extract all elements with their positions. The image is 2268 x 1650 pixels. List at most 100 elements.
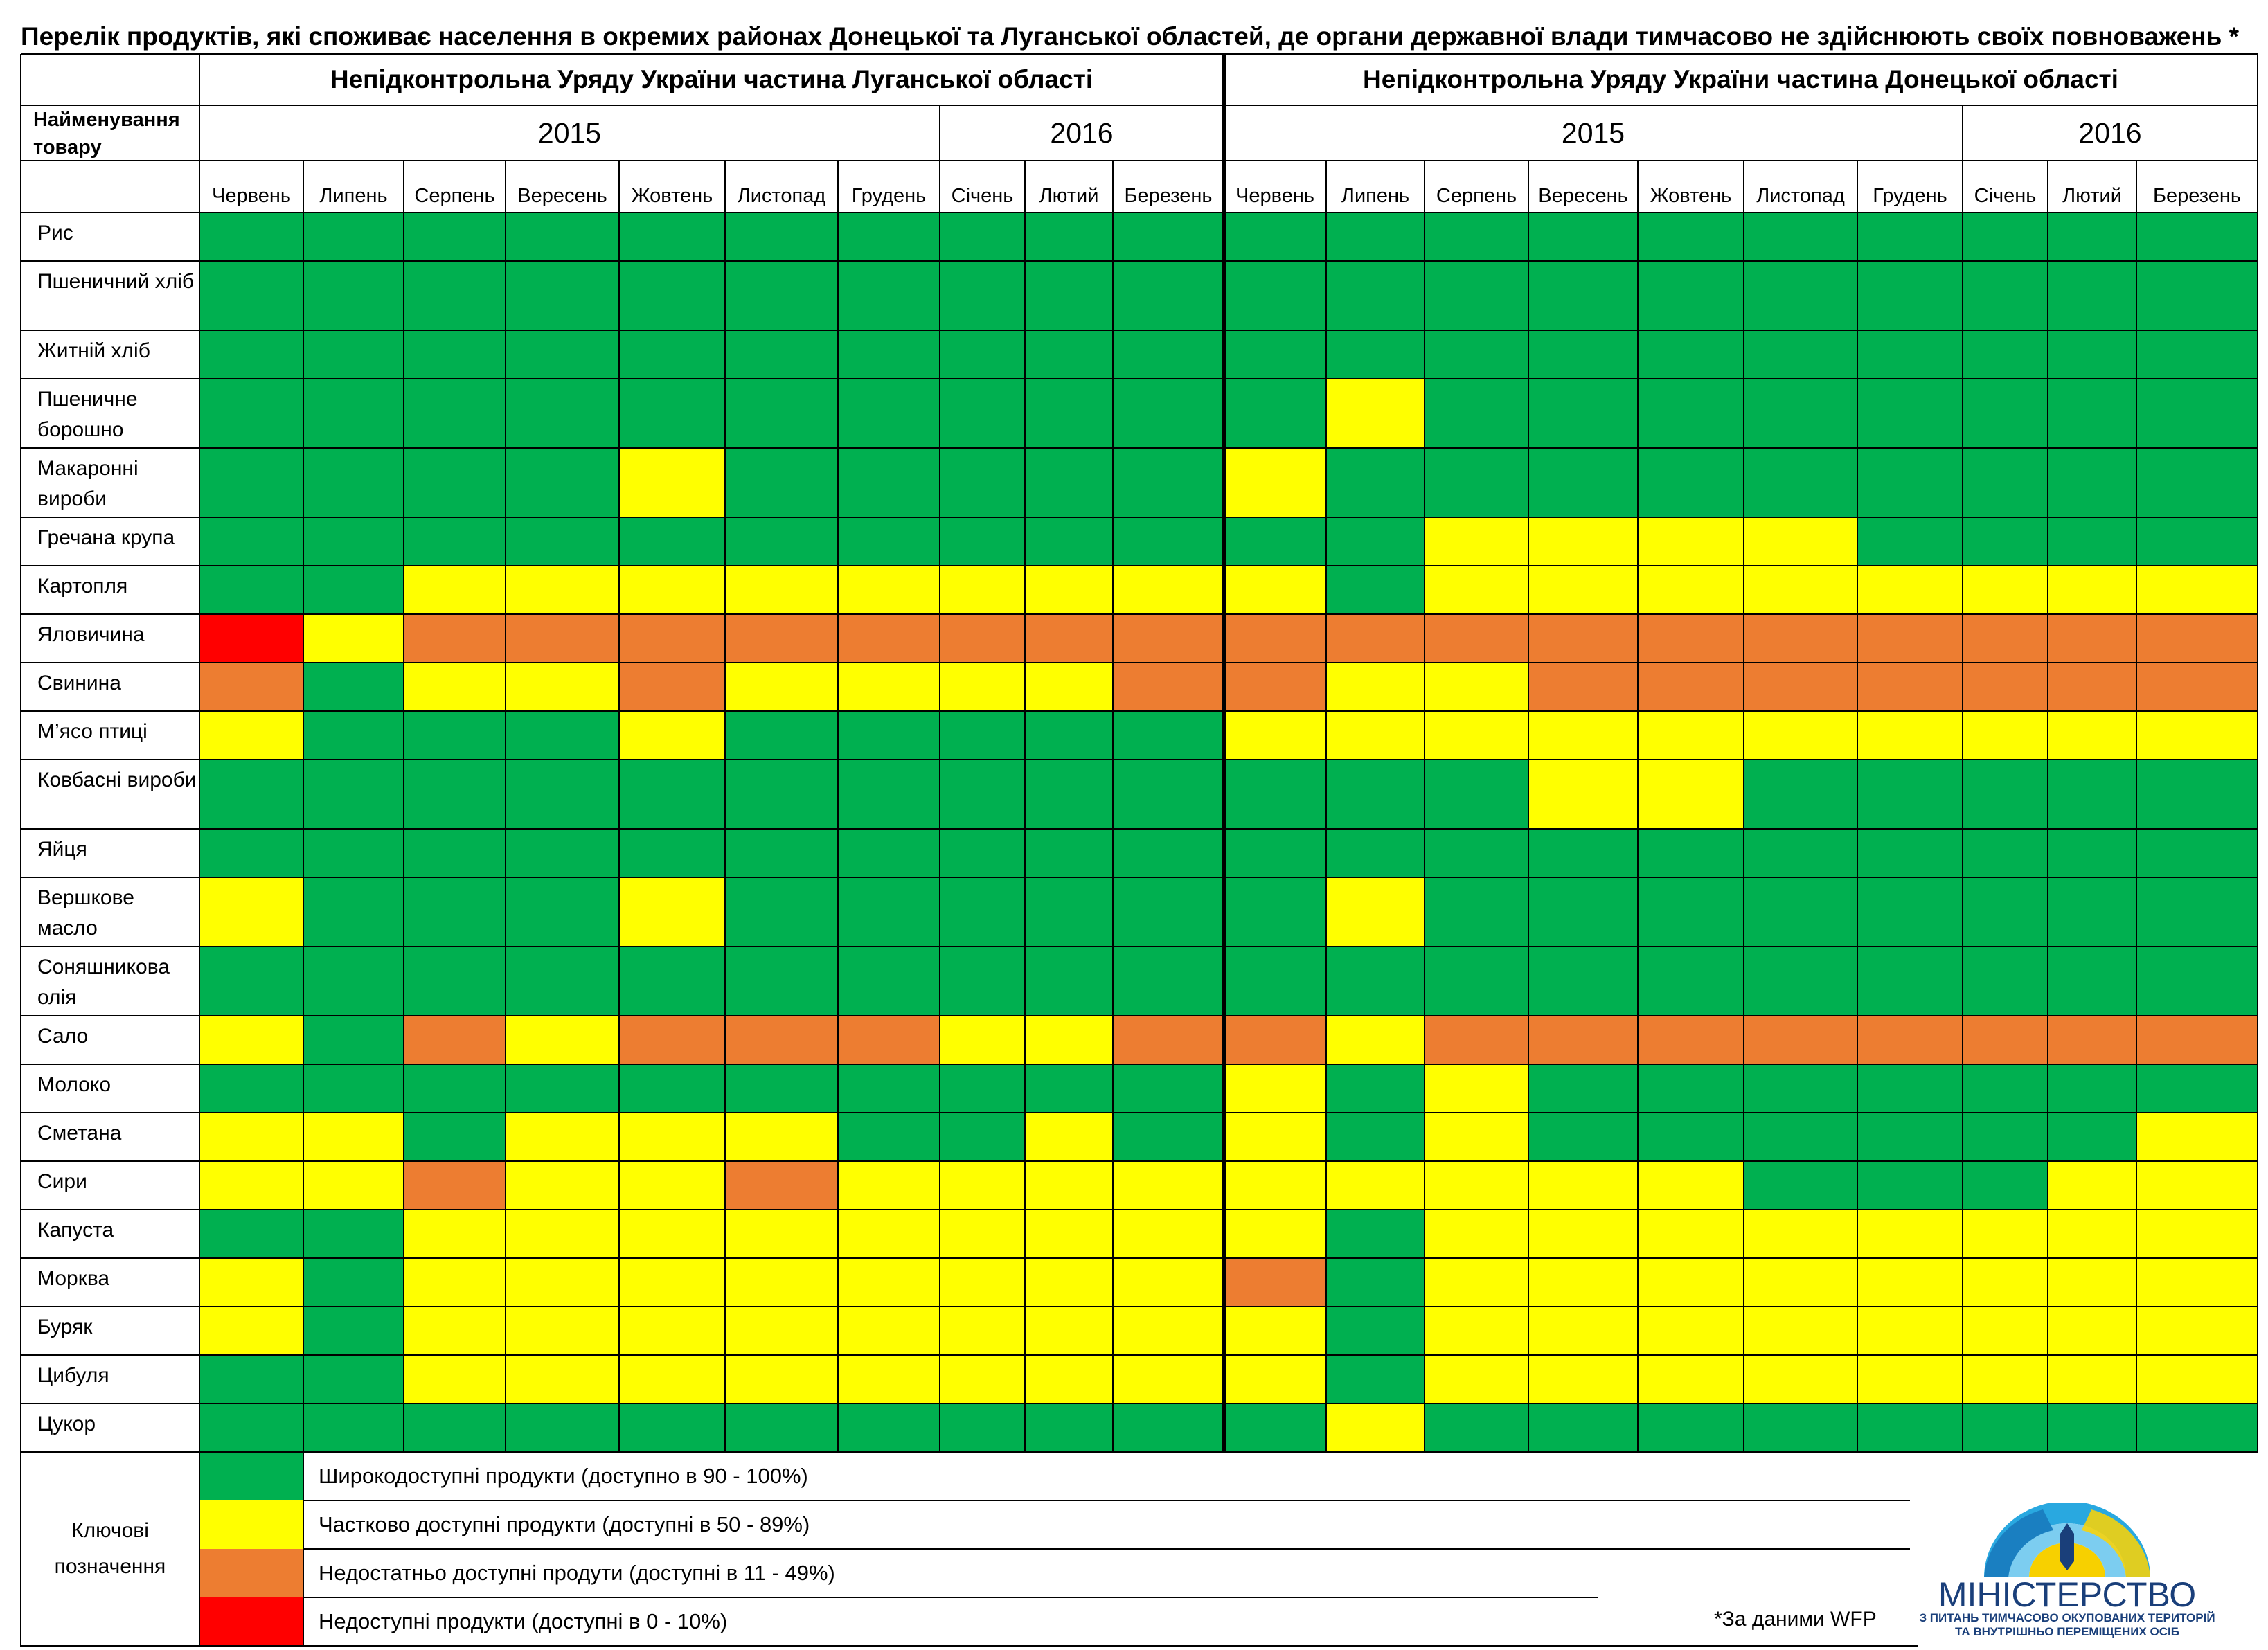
heatmap-cell [1528,663,1638,711]
year-header: 2015 [1561,116,1625,149]
heatmap-cell [404,566,506,614]
month-header: Серпень [414,185,495,207]
heatmap-cell [404,261,506,330]
heatmap-cell [1744,1355,1857,1404]
product-label: Цибуля [37,1364,109,1387]
heatmap-cell [404,614,506,663]
heatmap-cell [619,1161,725,1210]
heatmap-cell [506,1404,619,1452]
heatmap-cell [506,663,619,711]
heatmap-cell [1528,760,1638,829]
heatmap-cell [1857,448,1963,517]
heatmap-cell [2136,517,2258,566]
grid-line [2257,54,2258,1452]
heatmap-cell [2136,1355,2258,1404]
heatmap-cell [1857,566,1963,614]
heatmap-cell [1224,1307,1326,1355]
heatmap-cell [2048,261,2136,330]
heatmap-cell [1025,261,1113,330]
grid-line [21,1209,2258,1210]
grid-line [21,378,2258,379]
heatmap-cell [619,1307,725,1355]
heatmap-cell [1857,1064,1963,1113]
month-header: Липень [319,185,388,207]
heatmap-cell [199,1355,303,1404]
heatmap-cell [838,947,940,1016]
heatmap-cell [2136,448,2258,517]
heatmap-cell [1744,330,1857,379]
heatmap-cell [1744,261,1857,330]
heatmap-cell [1857,213,1963,261]
heatmap-cell [1963,1307,2048,1355]
grid-line [21,1160,2258,1162]
heatmap-cell [940,566,1025,614]
heatmap-cell [619,760,725,829]
heatmap-cell [1025,1113,1113,1161]
product-label: Сметана [37,1122,122,1145]
heatmap-cell [2136,829,2258,877]
heatmap-cell [1857,829,1963,877]
heatmap-cell [303,213,404,261]
month-header: Січень [951,185,1014,207]
heatmap-cell [1326,261,1425,330]
grid-line [21,1354,2258,1356]
heatmap-cell [1638,213,1744,261]
heatmap-cell [1113,517,1224,566]
heatmap-cell [2048,330,2136,379]
heatmap-cell [1224,1355,1326,1404]
heatmap-cell [506,1064,619,1113]
heatmap-cell [1326,760,1425,829]
heatmap-cell [1528,1113,1638,1161]
heatmap-cell [1638,1307,1744,1355]
legend-swatch [199,1549,303,1597]
heatmap-cell [2048,1113,2136,1161]
heatmap-cell [506,517,619,566]
heatmap-cell [1326,877,1425,947]
heatmap-cell [1326,1064,1425,1113]
heatmap-cell [1963,1016,2048,1064]
heatmap-cell [1744,1161,1857,1210]
heatmap-cell [1025,566,1113,614]
grid-line [1325,161,1327,1452]
heatmap-cell [1638,1113,1744,1161]
grid-line [21,828,2258,830]
heatmap-cell [838,517,940,566]
heatmap-cell [506,330,619,379]
heatmap-cell [303,1113,404,1161]
heatmap-cell [940,1161,1025,1210]
heatmap-cell [1857,711,1963,760]
heatmap-cell [303,1404,404,1452]
heatmap-cell [303,614,404,663]
heatmap-cell [2136,947,2258,1016]
heatmap-cell [1224,947,1326,1016]
heatmap-cell [1025,1307,1113,1355]
grid-line [20,54,21,1647]
heatmap-cell [1326,1258,1425,1307]
logo-name: МІНІСТЕРСТВО [1938,1575,2196,1614]
heatmap-cell [1425,517,1528,566]
heatmap-cell [619,947,725,1016]
heatmap-cell [619,1258,725,1307]
heatmap-cell [940,1016,1025,1064]
heatmap-cell [404,1016,506,1064]
product-label: Пшеничне борошно [37,388,138,441]
heatmap-cell [1326,1016,1425,1064]
heatmap-cell [1425,1355,1528,1404]
heatmap-cell [1224,877,1326,947]
heatmap-cell [2136,1064,2258,1113]
heatmap-cell [199,213,303,261]
heatmap-cell [838,566,940,614]
heatmap-cell [1113,1161,1224,1210]
heatmap-cell [1528,1307,1638,1355]
product-label: Гречана крупа [37,526,175,549]
heatmap-cell [1638,1404,1744,1452]
heatmap-cell [1113,829,1224,877]
month-header: Червень [212,185,291,207]
heatmap-cell [1224,566,1326,614]
heatmap-cell [1744,1307,1857,1355]
heatmap-cell [506,1210,619,1258]
heatmap-cell [1638,261,1744,330]
grid-line [21,212,2258,213]
heatmap-cell [1857,1113,1963,1161]
year-header: 2015 [537,116,602,149]
